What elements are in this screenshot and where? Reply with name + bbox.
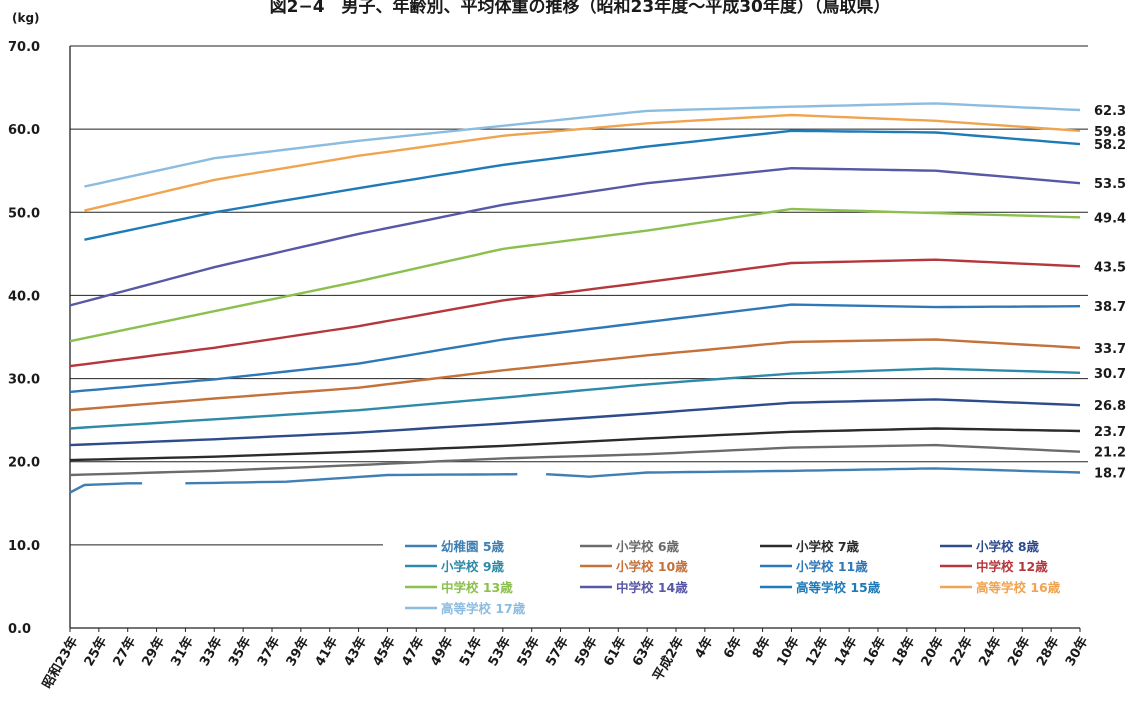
end-value-labels: 18.7 21.2 23.7 26.8 30.7 33.7 38.7 43.5 49.4 53.5… [1094, 104, 1126, 482]
grid-lines [69, 45, 1088, 629]
y-tick-label: 10.0 [8, 539, 40, 554]
end-value-label: 58.2 [1094, 138, 1126, 153]
x-tick-label: 27年 [110, 634, 139, 669]
y-tick-label: 30.0 [8, 373, 40, 388]
x-tick-label: 51年 [456, 634, 485, 669]
series-line [69, 258, 1081, 368]
x-tick-label: 昭和23年 [39, 634, 81, 691]
x-tick-label: 4年 [691, 634, 716, 661]
series-line [69, 207, 1081, 343]
x-tick-label: 49年 [427, 634, 456, 669]
x-tick-label: 47年 [398, 634, 427, 669]
legend-label: 小学校 6歳 [615, 539, 680, 554]
series-line [69, 303, 1081, 394]
legend-label: 小学校 11歳 [795, 559, 868, 574]
legend-label: 小学校 7歳 [795, 539, 860, 554]
series-line [69, 338, 1081, 412]
y-axis-unit: (kg) [12, 11, 40, 25]
x-tick-label: 33年 [196, 634, 225, 669]
y-tick-label: 20.0 [8, 456, 40, 471]
series-lines [69, 102, 1081, 494]
series-line [84, 113, 1081, 212]
x-tick-label: 35年 [225, 634, 254, 669]
series-line [69, 467, 1081, 494]
x-tick-label: 31年 [167, 634, 196, 669]
end-value-label: 43.5 [1094, 260, 1126, 275]
x-tick-label: 16年 [860, 634, 889, 669]
legend-label: 高等学校 17歳 [441, 601, 526, 616]
legend-label: 中学校 12歳 [976, 559, 1048, 574]
legend-label: 小学校 8歳 [975, 539, 1040, 554]
series-line [84, 102, 1081, 188]
x-tick-label: 10年 [773, 634, 802, 669]
end-value-label: 23.7 [1094, 425, 1126, 440]
x-tick-label: 43年 [341, 634, 370, 669]
y-tick-label: 50.0 [8, 206, 40, 221]
series-line [69, 398, 1081, 447]
x-tick-label: 18年 [889, 634, 918, 669]
x-tick-label: 53年 [485, 634, 514, 669]
x-tick-label: 26年 [1004, 634, 1033, 669]
x-tick-label: 24年 [975, 634, 1004, 669]
end-value-label: 38.7 [1094, 300, 1126, 315]
x-tick-label: 14年 [831, 634, 860, 669]
x-tick-label: 28年 [1033, 634, 1062, 669]
x-tick-label: 39年 [283, 634, 312, 669]
x-tick-label: 63年 [629, 634, 658, 669]
legend-label: 中学校 13歳 [441, 580, 513, 595]
x-tick-label: 45年 [369, 634, 398, 669]
end-value-label: 18.7 [1094, 467, 1126, 482]
end-value-label: 26.8 [1094, 399, 1126, 414]
legend-label: 高等学校 16歳 [976, 580, 1061, 595]
x-tick-label: 55年 [514, 634, 543, 669]
series-line [84, 129, 1081, 241]
y-tick-labels: 0.0 10.0 20.0 30.0 40.0 50.0 60.0 70.0 [8, 40, 40, 637]
y-tick-label: 60.0 [8, 123, 40, 138]
series-line [69, 443, 1081, 477]
x-tick-label: 8年 [749, 634, 774, 661]
x-tick-label: 59年 [571, 634, 600, 669]
end-value-label: 21.2 [1094, 446, 1126, 461]
end-value-label: 49.4 [1094, 211, 1126, 226]
x-tick-label: 20年 [918, 634, 947, 669]
end-value-label: 62.3 [1094, 104, 1126, 119]
chart-title: 図2−4 男子、年齢別、平均体重の推移（昭和23年度〜平成30年度）（鳥取県） [270, 0, 891, 17]
x-tick-label: 37年 [254, 634, 283, 669]
x-tick-label: 61年 [600, 634, 629, 669]
x-tick-label: 25年 [81, 634, 110, 669]
x-tick-label: 57年 [543, 634, 572, 669]
legend-label: 中学校 14歳 [616, 580, 688, 595]
y-tick-label: 40.0 [8, 289, 40, 304]
legend-label: 高等学校 15歳 [796, 580, 881, 595]
x-tick-labels: 昭和23年 25年 27年 29年 31年 33年 35年 37年 39年 41年 43年 45年 47… [39, 628, 1091, 691]
end-value-label: 30.7 [1094, 367, 1126, 382]
x-tick-label: 29年 [139, 634, 168, 669]
y-tick-label: 70.0 [8, 40, 40, 55]
series-line [69, 367, 1081, 430]
end-value-label: 53.5 [1094, 177, 1126, 192]
series-line [69, 167, 1081, 307]
legend-label: 小学校 9歳 [440, 559, 505, 574]
x-tick-label: 30年 [1062, 634, 1091, 669]
legend-label: 幼稚園 5歳 [441, 539, 505, 554]
x-tick-label: 41年 [312, 634, 341, 669]
series-line [69, 427, 1081, 462]
end-value-label: 33.7 [1094, 342, 1126, 357]
x-tick-label: 12年 [802, 634, 831, 669]
x-tick-label: 6年 [720, 634, 745, 661]
end-value-label: 59.8 [1094, 125, 1126, 140]
x-tick-label: 22年 [947, 634, 976, 669]
y-tick-label: 0.0 [8, 622, 31, 637]
legend-label: 小学校 10歳 [615, 559, 688, 574]
